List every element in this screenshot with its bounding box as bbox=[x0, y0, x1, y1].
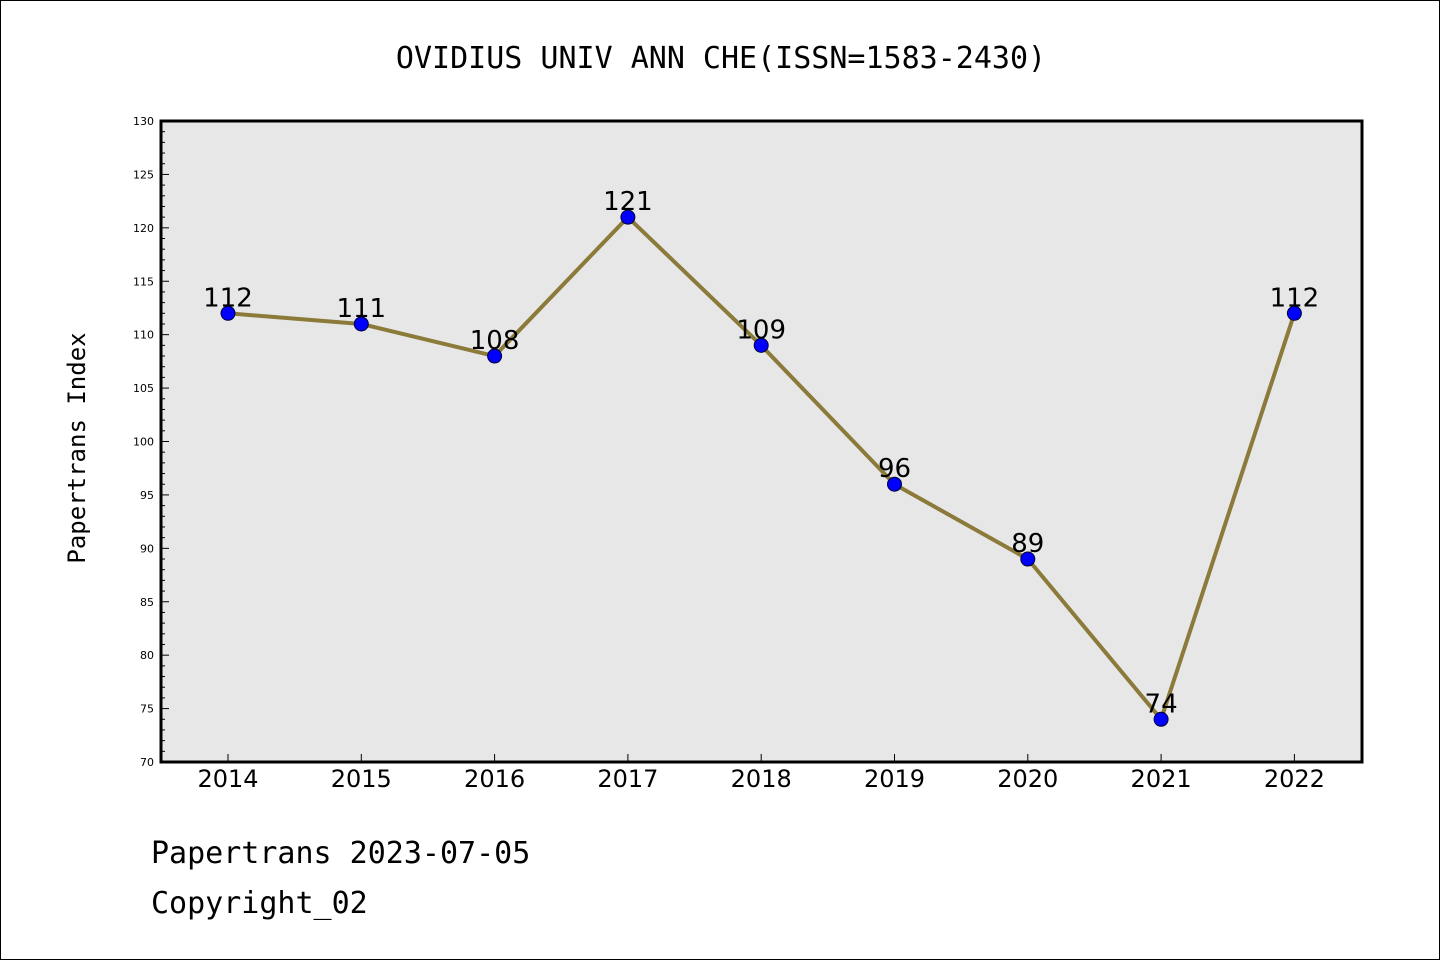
y-tick-label: 75 bbox=[140, 703, 154, 716]
data-label: 112 bbox=[203, 283, 253, 313]
x-axis: 2014 2015 2016 2017 2018 2019 2020 2021 2022 bbox=[197, 754, 1325, 793]
y-tick-label: 105 bbox=[133, 382, 154, 395]
plot-area bbox=[161, 121, 1362, 762]
data-point bbox=[353, 316, 369, 332]
y-tick-label: 130 bbox=[133, 115, 154, 128]
data-point bbox=[487, 348, 503, 364]
footer-copyright: Copyright_02 bbox=[151, 886, 368, 921]
x-tick-label: 2014 bbox=[197, 765, 258, 793]
data-point bbox=[620, 209, 636, 225]
x-tick-label: 2020 bbox=[997, 765, 1058, 793]
x-tick-label: 2022 bbox=[1264, 765, 1325, 793]
y-tick-label: 85 bbox=[140, 596, 154, 609]
y-tick-label: 115 bbox=[133, 275, 154, 288]
footer-source: Papertrans 2023-07-05 bbox=[151, 836, 531, 871]
chart-title: OVIDIUS UNIV ANN CHE(ISSN=1583-2430) bbox=[396, 41, 1046, 76]
plot-border bbox=[159, 119, 1364, 764]
data-point bbox=[1153, 711, 1169, 727]
y-tick-label: 120 bbox=[133, 222, 154, 235]
data-label: 112 bbox=[1270, 283, 1320, 313]
data-label: 74 bbox=[1145, 689, 1178, 719]
x-tick-label: 2016 bbox=[464, 765, 525, 793]
data-label: 108 bbox=[470, 326, 520, 356]
x-tick-label: 2018 bbox=[731, 765, 792, 793]
x-tick-label: 2015 bbox=[331, 765, 392, 793]
data-label: 111 bbox=[336, 294, 386, 324]
data-point bbox=[220, 305, 236, 321]
y-tick-label: 90 bbox=[140, 542, 154, 555]
y-tick-label: 110 bbox=[133, 329, 154, 342]
y-tick-label: 70 bbox=[140, 756, 154, 769]
data-labels: 112 111 108 121 109 96 89 74 112 bbox=[203, 187, 1319, 719]
data-point bbox=[753, 337, 769, 353]
y-axis: 70 75 80 85 90 95 100 105 110 115 120 125 130 bbox=[133, 115, 169, 769]
y-tick-label: 95 bbox=[140, 489, 154, 502]
y-tick-label: 125 bbox=[133, 168, 154, 181]
data-point bbox=[1286, 305, 1302, 321]
data-label: 109 bbox=[736, 315, 786, 345]
x-tick-label: 2021 bbox=[1131, 765, 1192, 793]
x-tick-label: 2017 bbox=[597, 765, 658, 793]
data-label: 96 bbox=[878, 454, 911, 484]
x-tick-label: 2019 bbox=[864, 765, 925, 793]
y-tick-label: 100 bbox=[133, 436, 154, 449]
data-point bbox=[1020, 551, 1036, 567]
y-axis-label: Papertrans Index bbox=[63, 332, 91, 563]
data-label: 89 bbox=[1011, 529, 1044, 559]
data-markers bbox=[220, 209, 1302, 727]
y-tick-label: 80 bbox=[140, 649, 154, 662]
data-label: 121 bbox=[603, 187, 653, 217]
data-point bbox=[887, 476, 902, 492]
